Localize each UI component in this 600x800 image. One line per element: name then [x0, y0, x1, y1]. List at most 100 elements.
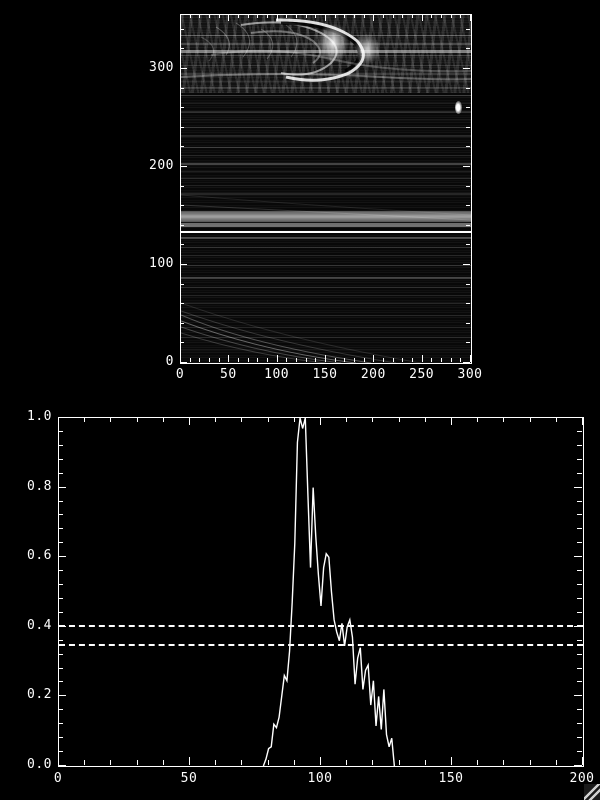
image-x-minor-tick: [257, 358, 259, 362]
image-x-minor-tick: [238, 358, 239, 362]
image-x-major-tick: [373, 355, 375, 362]
image-y-minor-tick-right: [466, 107, 470, 109]
plot-x-minor-tick-top: [555, 417, 557, 422]
plot-x-minor-tick-top: [346, 417, 348, 422]
plot-x-tick-label: 50: [180, 771, 198, 786]
plot-x-major-tick-top: [189, 417, 190, 425]
plot-y-minor-tick-right: [577, 667, 582, 669]
plot-x-minor-tick: [241, 760, 243, 765]
image-x-minor-tick-top: [267, 14, 268, 18]
plot-y-minor-tick-right: [577, 653, 582, 655]
image-x-tick-label: 50: [220, 367, 237, 382]
plot-x-major-tick: [189, 757, 190, 765]
plot-y-minor-tick: [58, 667, 63, 669]
plot-y-minor-tick-right: [577, 458, 582, 460]
image-x-minor-tick-top: [286, 14, 288, 18]
spectrogram-image[interactable]: [180, 14, 472, 364]
image-x-minor-tick: [247, 358, 249, 362]
plot-y-tick-label: 0.2: [27, 687, 52, 703]
image-y-minor-tick-right: [466, 205, 470, 207]
threshold-line-lower: [59, 644, 583, 647]
image-x-minor-tick-top: [296, 14, 297, 18]
plot-x-tick-label: 100: [307, 771, 333, 786]
plot-y-minor-tick: [58, 681, 63, 683]
plot-x-minor-tick-top: [215, 417, 217, 422]
plot-x-minor-tick: [477, 760, 479, 765]
image-y-minor-tick: [180, 185, 184, 187]
profile-curve: [262, 418, 396, 766]
image-x-major-tick-top: [228, 14, 230, 21]
plot-y-minor-tick: [58, 639, 63, 641]
image-x-major-tick-top: [276, 14, 278, 21]
image-x-tick-label: 300: [457, 367, 483, 382]
plot-y-major-tick: [58, 417, 66, 418]
plot-y-tick-label: 1.0: [27, 409, 52, 424]
plot-x-minor-tick: [398, 760, 400, 765]
image-x-tick-label: 150: [312, 367, 338, 382]
plot-x-minor-tick: [293, 760, 295, 765]
plot-x-major-tick: [582, 757, 583, 765]
plot-x-minor-tick-top: [372, 417, 374, 422]
image-y-minor-tick-right: [466, 342, 470, 344]
image-x-minor-tick: [334, 358, 336, 362]
image-x-minor-tick: [189, 358, 191, 362]
plot-x-minor-tick-top: [136, 417, 138, 422]
image-x-major-tick-top: [325, 14, 326, 21]
image-y-minor-tick: [180, 48, 184, 50]
image-y-minor-tick-right: [466, 322, 470, 324]
image-y-minor-tick-right: [466, 283, 470, 285]
image-x-minor-tick: [431, 358, 433, 362]
image-y-major-tick-right: [463, 67, 470, 69]
image-x-minor-tick: [305, 358, 307, 362]
plot-x-major-tick: [320, 757, 321, 765]
image-x-major-tick: [228, 355, 230, 362]
image-x-minor-tick: [267, 358, 268, 362]
plot-x-minor-tick: [136, 760, 138, 765]
image-x-minor-tick: [218, 358, 220, 362]
plot-x-minor-tick-top: [293, 417, 295, 422]
plot-y-minor-tick-right: [577, 584, 582, 586]
plot-y-minor-tick-right: [577, 639, 582, 641]
plot-y-major-tick: [58, 625, 66, 627]
image-y-minor-tick: [180, 146, 184, 148]
horizontal-streak-field: [181, 15, 471, 363]
diverging-diagonal-streaks: [181, 194, 471, 363]
plot-x-major-tick: [451, 757, 452, 765]
plot-y-minor-tick-right: [577, 528, 582, 530]
plot-x-major-tick-top: [582, 417, 583, 425]
plot-y-major-tick-right: [574, 765, 582, 766]
image-y-tick-label: 100: [149, 255, 174, 271]
plot-y-minor-tick: [58, 514, 63, 516]
image-x-major-tick: [180, 355, 181, 362]
image-x-minor-tick: [450, 358, 452, 362]
image-x-minor-tick-top: [441, 14, 442, 18]
image-x-major-tick-top: [180, 14, 181, 21]
plot-x-minor-tick-top: [84, 417, 86, 422]
plot-y-major-tick: [58, 556, 66, 558]
turbulent-vortex-region: [181, 15, 471, 93]
bright-blob-icon: [455, 101, 462, 114]
image-y-minor-tick: [180, 107, 184, 109]
plot-y-minor-tick-right: [577, 751, 582, 753]
image-x-minor-tick-top: [238, 14, 239, 18]
image-x-major-tick-top: [373, 14, 375, 21]
plot-y-tick-label: 0.6: [27, 548, 52, 564]
image-x-minor-tick: [354, 358, 355, 362]
plot-y-minor-tick: [58, 751, 63, 753]
plot-y-minor-tick: [58, 430, 63, 432]
image-x-minor-tick: [286, 358, 288, 362]
image-y-major-tick: [180, 362, 187, 363]
plot-y-major-tick-right: [574, 556, 582, 558]
plot-x-minor-tick-top: [162, 417, 164, 422]
plot-area: [59, 418, 583, 766]
image-y-minor-tick: [180, 342, 184, 344]
plot-y-tick-label: 0.8: [27, 478, 52, 494]
image-x-minor-tick-top: [315, 14, 317, 18]
plot-frame[interactable]: [58, 417, 584, 767]
plot-y-minor-tick-right: [577, 430, 582, 432]
image-x-major-tick: [421, 355, 423, 362]
plot-y-minor-tick: [58, 570, 63, 572]
image-y-minor-tick-right: [466, 224, 470, 226]
plot-y-minor-tick-right: [577, 681, 582, 683]
resize-grip[interactable]: [584, 784, 600, 800]
